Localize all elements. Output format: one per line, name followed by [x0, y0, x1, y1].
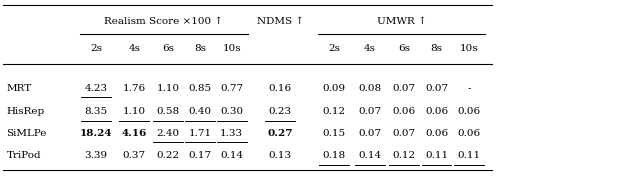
Text: 0.58: 0.58 [157, 107, 180, 116]
Text: NDMS ↑: NDMS ↑ [257, 17, 304, 26]
Text: 0.30: 0.30 [220, 107, 243, 116]
Text: 0.11: 0.11 [458, 151, 481, 160]
Text: Realism Score ×100 ↑: Realism Score ×100 ↑ [104, 17, 223, 26]
Text: 0.08: 0.08 [358, 84, 381, 93]
Text: 0.18: 0.18 [323, 151, 346, 160]
Text: 0.07: 0.07 [425, 84, 448, 93]
Text: TriPod: TriPod [6, 151, 41, 160]
Text: 0.85: 0.85 [189, 84, 212, 93]
Text: 0.27: 0.27 [268, 129, 293, 138]
Text: 6s: 6s [398, 44, 410, 53]
Text: 0.06: 0.06 [392, 107, 415, 116]
Text: 18.24: 18.24 [80, 129, 112, 138]
Text: 1.10: 1.10 [157, 84, 180, 93]
Text: 0.06: 0.06 [425, 107, 448, 116]
Text: 10s: 10s [222, 44, 241, 53]
Text: 4.16: 4.16 [122, 129, 147, 138]
Text: 0.17: 0.17 [189, 151, 212, 160]
Text: 0.09: 0.09 [323, 84, 346, 93]
Text: 4s: 4s [364, 44, 376, 53]
Text: 2.40: 2.40 [157, 129, 180, 138]
Text: UMWR ↑: UMWR ↑ [377, 17, 426, 26]
Text: 1.71: 1.71 [189, 129, 212, 138]
Text: 0.11: 0.11 [425, 151, 448, 160]
Text: 0.06: 0.06 [458, 129, 481, 138]
Text: 2s: 2s [90, 44, 102, 53]
Text: 1.10: 1.10 [123, 107, 146, 116]
Text: 3.39: 3.39 [84, 151, 108, 160]
Text: 0.23: 0.23 [269, 107, 292, 116]
Text: 1.76: 1.76 [123, 84, 146, 93]
Text: 0.07: 0.07 [358, 129, 381, 138]
Text: 0.07: 0.07 [392, 129, 415, 138]
Text: 8s: 8s [431, 44, 442, 53]
Text: 0.22: 0.22 [157, 151, 180, 160]
Text: 0.77: 0.77 [220, 84, 243, 93]
Text: 1.33: 1.33 [220, 129, 243, 138]
Text: 4.23: 4.23 [84, 84, 108, 93]
Text: 0.14: 0.14 [220, 151, 243, 160]
Text: 0.40: 0.40 [189, 107, 212, 116]
Text: 0.07: 0.07 [358, 107, 381, 116]
Text: 0.07: 0.07 [392, 84, 415, 93]
Text: 0.13: 0.13 [269, 151, 292, 160]
Text: 2s: 2s [328, 44, 340, 53]
Text: SiMLPe: SiMLPe [6, 129, 47, 138]
Text: 0.16: 0.16 [269, 84, 292, 93]
Text: 0.15: 0.15 [323, 129, 346, 138]
Text: 0.06: 0.06 [458, 107, 481, 116]
Text: 0.06: 0.06 [425, 129, 448, 138]
Text: -: - [467, 84, 471, 93]
Text: 0.12: 0.12 [323, 107, 346, 116]
Text: 0.12: 0.12 [392, 151, 415, 160]
Text: 0.37: 0.37 [123, 151, 146, 160]
Text: HisRep: HisRep [6, 107, 45, 116]
Text: 10s: 10s [460, 44, 479, 53]
Text: 8.35: 8.35 [84, 107, 108, 116]
Text: 6s: 6s [163, 44, 174, 53]
Text: 8s: 8s [195, 44, 206, 53]
Text: 0.14: 0.14 [358, 151, 381, 160]
Text: 4s: 4s [129, 44, 140, 53]
Text: MRT: MRT [6, 84, 31, 93]
